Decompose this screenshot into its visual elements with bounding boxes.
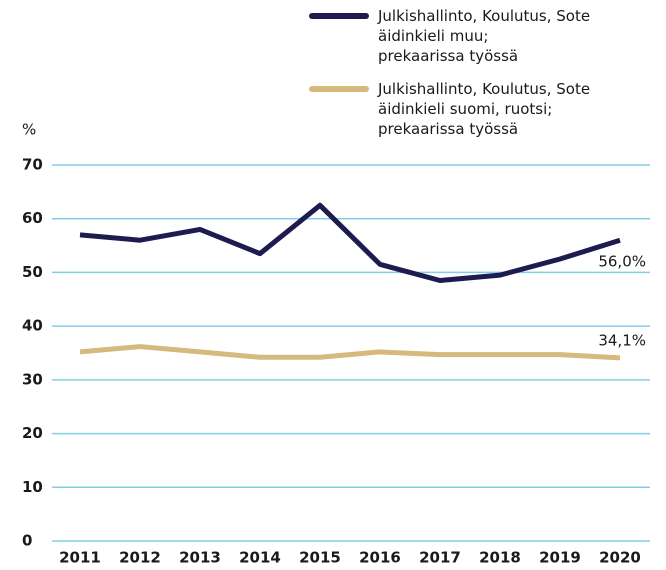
y-axis-label: % bbox=[22, 121, 36, 139]
y-tick-label: 0 bbox=[22, 532, 32, 550]
legend-label: Julkishallinto, Koulutus, Sote äidinkiel… bbox=[378, 7, 591, 65]
y-tick-label: 20 bbox=[22, 424, 43, 442]
x-tick-label: 2019 bbox=[539, 549, 581, 567]
line bbox=[79, 344, 621, 361]
y-tick-label: 60 bbox=[22, 209, 43, 227]
y-tick-label: 10 bbox=[22, 478, 43, 496]
x-tick-label: 2012 bbox=[119, 549, 161, 567]
data-label: 34,1% bbox=[598, 331, 646, 349]
x-tick-label: 2017 bbox=[419, 549, 461, 567]
y-tick-label: 70 bbox=[22, 156, 43, 174]
data-label: 56,0% bbox=[598, 253, 646, 271]
x-tick-label: 2020 bbox=[599, 549, 641, 567]
x-tick-label: 2014 bbox=[239, 549, 281, 567]
y-tick-label: 40 bbox=[22, 317, 43, 335]
x-tick-label: 2013 bbox=[179, 549, 221, 567]
legend-label: Julkishallinto, Koulutus, Sote äidinkiel… bbox=[378, 80, 591, 138]
x-tick-label: 2016 bbox=[359, 549, 401, 567]
line bbox=[79, 202, 621, 283]
x-tick-label: 2011 bbox=[59, 549, 101, 567]
x-tick-label: 2015 bbox=[299, 549, 341, 567]
x-tick-label: 2018 bbox=[479, 549, 521, 567]
y-tick-label: 30 bbox=[22, 370, 43, 388]
y-tick-label: 50 bbox=[22, 263, 43, 281]
